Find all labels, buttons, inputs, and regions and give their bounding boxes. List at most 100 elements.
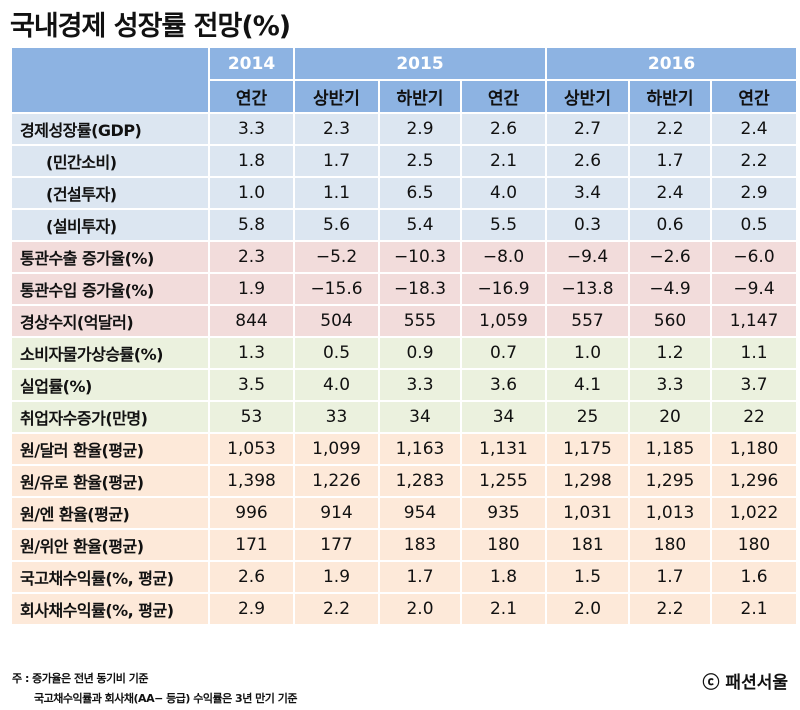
value-cell: 1,255 xyxy=(459,464,548,498)
value-cell: 4.0 xyxy=(293,368,380,402)
table-row: 경상수지(억달러) 844 504 555 1,059 557 560 1,147 xyxy=(10,304,799,338)
value-cell: 5.8 xyxy=(208,208,295,242)
value-cell: 181 xyxy=(545,528,631,562)
value-cell: 1.7 xyxy=(628,144,713,178)
value-cell: 1.2 xyxy=(628,336,713,370)
value-cell: 1,226 xyxy=(293,464,380,498)
year-header: 2014 xyxy=(208,46,295,81)
value-cell: 1.7 xyxy=(628,560,713,594)
value-cell: 557 xyxy=(545,304,631,338)
row-label: 회사채수익률(%, 평균) xyxy=(10,592,210,626)
table-row: 실업률(%) 3.5 4.0 3.3 3.6 4.1 3.3 3.7 xyxy=(10,368,799,402)
table-row: (설비투자) 5.8 5.6 5.4 5.5 0.3 0.6 0.5 xyxy=(10,208,799,242)
value-cell: 1,147 xyxy=(710,304,799,338)
value-cell: 1,283 xyxy=(378,464,462,498)
value-cell: 1,180 xyxy=(710,432,799,466)
table-row: 국고채수익률(%, 평균) 2.6 1.9 1.7 1.8 1.5 1.7 1.6 xyxy=(10,560,799,594)
value-cell: −18.3 xyxy=(378,272,462,306)
value-cell: 2.1 xyxy=(459,592,548,626)
value-cell: 5.6 xyxy=(293,208,380,242)
value-cell: 2.4 xyxy=(628,176,713,210)
value-cell: 53 xyxy=(208,400,295,434)
table-row: 원/위안 환율(평균) 171 177 183 180 181 180 180 xyxy=(10,528,799,562)
value-cell: 1,298 xyxy=(545,464,631,498)
value-cell: 1.9 xyxy=(208,272,295,306)
period-header: 하반기 xyxy=(378,79,462,114)
page-title: 국내경제 성장률 전망(%) xyxy=(10,11,291,42)
value-cell: −15.6 xyxy=(293,272,380,306)
value-cell: 3.4 xyxy=(545,176,631,210)
value-cell: 25 xyxy=(545,400,631,434)
value-cell: 560 xyxy=(628,304,713,338)
value-cell: 2.1 xyxy=(459,144,548,178)
value-cell: 1,022 xyxy=(710,496,799,530)
value-cell: 1,013 xyxy=(628,496,713,530)
value-cell: 180 xyxy=(459,528,548,562)
value-cell: 2.7 xyxy=(545,112,631,146)
row-label: 통관수입 증가율(%) xyxy=(10,272,210,306)
row-label: 실업률(%) xyxy=(10,368,210,402)
row-label: 원/엔 환율(평균) xyxy=(10,496,210,530)
value-cell: 2.6 xyxy=(545,144,631,178)
value-cell: 1.6 xyxy=(710,560,799,594)
value-cell: 2.5 xyxy=(378,144,462,178)
value-cell: 0.5 xyxy=(710,208,799,242)
value-cell: 2.0 xyxy=(545,592,631,626)
value-cell: 34 xyxy=(378,400,462,434)
value-cell: 1.0 xyxy=(545,336,631,370)
value-cell: 1,295 xyxy=(628,464,713,498)
value-cell: 4.1 xyxy=(545,368,631,402)
value-cell: 914 xyxy=(293,496,380,530)
value-cell: −8.0 xyxy=(459,240,548,274)
value-cell: 1,175 xyxy=(545,432,631,466)
value-cell: 2.6 xyxy=(459,112,548,146)
value-cell: 1,053 xyxy=(208,432,295,466)
value-cell: 1.1 xyxy=(293,176,380,210)
row-label: 취업자수증가(만명) xyxy=(10,400,210,434)
value-cell: 2.3 xyxy=(293,112,380,146)
row-label: (민간소비) xyxy=(10,144,210,178)
value-cell: 1,131 xyxy=(459,432,548,466)
value-cell: 1,185 xyxy=(628,432,713,466)
row-label: 원/위안 환율(평균) xyxy=(10,528,210,562)
value-cell: 5.5 xyxy=(459,208,548,242)
value-cell: −16.9 xyxy=(459,272,548,306)
value-cell: 2.6 xyxy=(208,560,295,594)
value-cell: 1.8 xyxy=(208,144,295,178)
value-cell: −9.4 xyxy=(710,272,799,306)
value-cell: 2.2 xyxy=(628,112,713,146)
footnote-2: 국고채수익률과 회사채(AA− 등급) 수익률은 3년 만기 기준 xyxy=(34,692,297,705)
row-label: 경제성장률(GDP) xyxy=(10,112,210,146)
period-header: 연간 xyxy=(459,79,548,114)
value-cell: 1,099 xyxy=(293,432,380,466)
value-cell: 3.3 xyxy=(628,368,713,402)
value-cell: 1,398 xyxy=(208,464,295,498)
row-label: (건설투자) xyxy=(10,176,210,210)
period-header: 연간 xyxy=(208,79,295,114)
table-row: 경제성장률(GDP) 3.3 2.3 2.9 2.6 2.7 2.2 2.4 xyxy=(10,112,799,146)
value-cell: 183 xyxy=(378,528,462,562)
value-cell: −10.3 xyxy=(378,240,462,274)
value-cell: 180 xyxy=(710,528,799,562)
year-header: 2015 xyxy=(292,46,548,81)
value-cell: 2.9 xyxy=(378,112,462,146)
row-label: 국고채수익률(%, 평균) xyxy=(10,560,210,594)
value-cell: 5.4 xyxy=(378,208,462,242)
value-cell: 1,163 xyxy=(378,432,462,466)
period-header: 하반기 xyxy=(628,79,713,114)
value-cell: 935 xyxy=(459,496,548,530)
value-cell: 3.7 xyxy=(710,368,799,402)
credit: ⓒ 패션서울 xyxy=(702,673,788,693)
value-cell: 33 xyxy=(293,400,380,434)
value-cell: 22 xyxy=(710,400,799,434)
value-cell: 1.7 xyxy=(293,144,380,178)
value-cell: 1.3 xyxy=(208,336,295,370)
value-cell: 1.1 xyxy=(710,336,799,370)
value-cell: 2.2 xyxy=(293,592,380,626)
value-cell: 0.7 xyxy=(459,336,548,370)
value-cell: 1.5 xyxy=(545,560,631,594)
value-cell: 0.6 xyxy=(628,208,713,242)
value-cell: 0.3 xyxy=(545,208,631,242)
row-label: 원/달러 환율(평균) xyxy=(10,432,210,466)
value-cell: 3.6 xyxy=(459,368,548,402)
